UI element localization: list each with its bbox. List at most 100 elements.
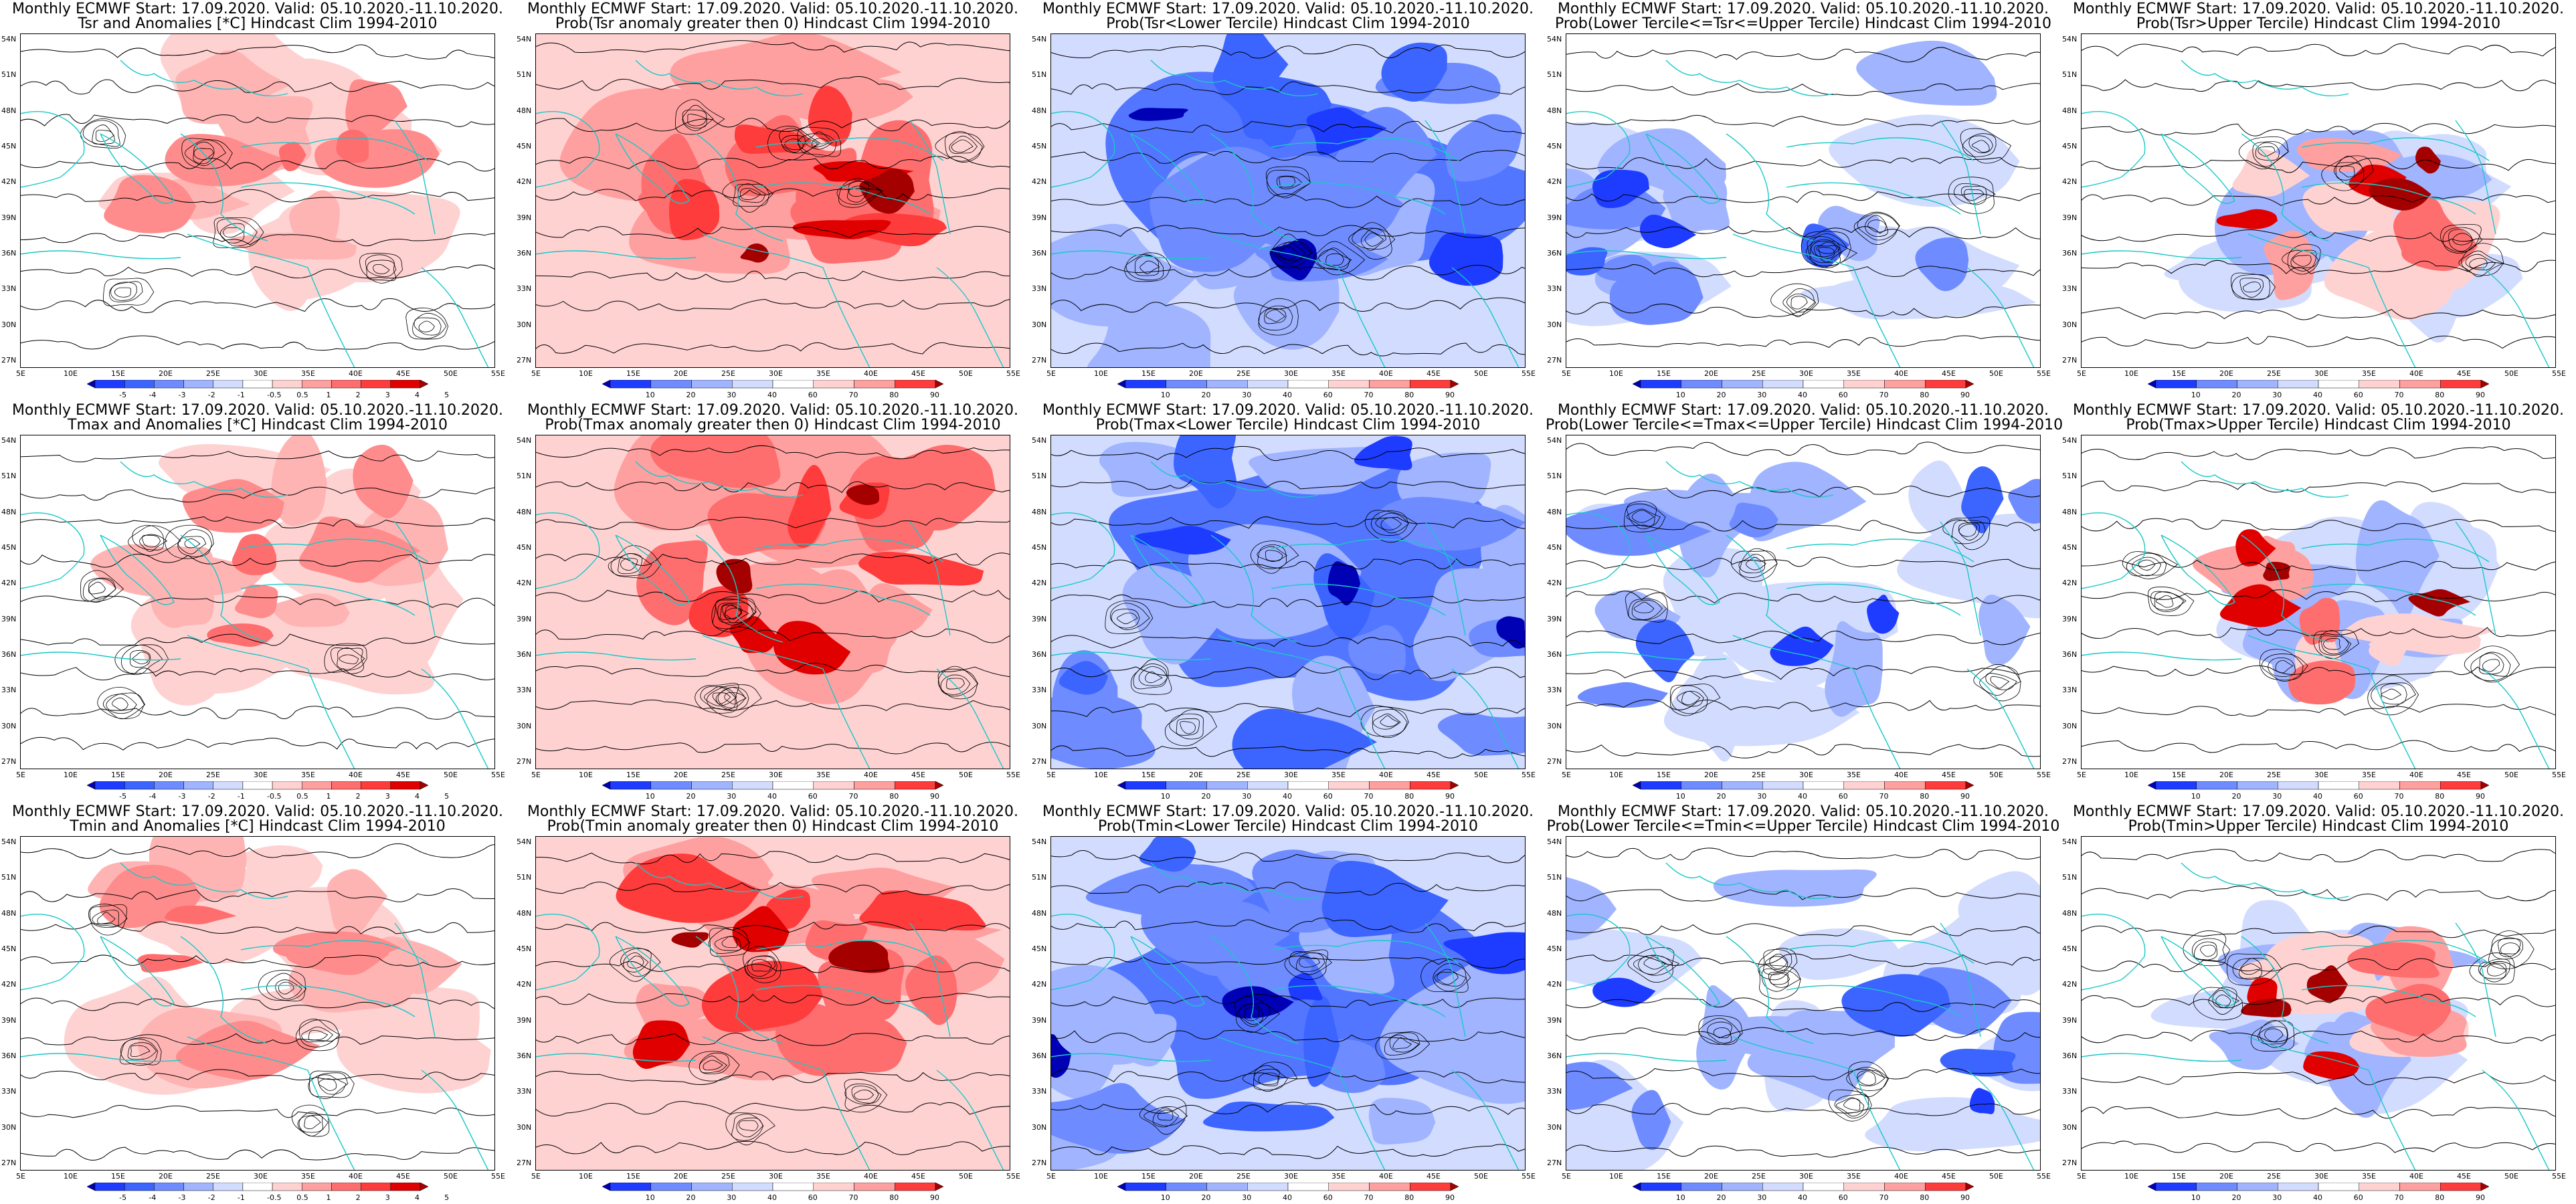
colorbar-segment — [854, 380, 895, 389]
colorbar-segment — [2440, 1183, 2482, 1191]
colorbar-label: 80 — [1920, 792, 1930, 801]
lon-label: 45E — [1427, 771, 1441, 779]
shaded-area — [1713, 869, 1877, 907]
colorbar-label: 2 — [355, 391, 361, 399]
shaded-area — [1288, 973, 1323, 1001]
colorbar-label: 80 — [1920, 1193, 1930, 1202]
lon-label: 15E — [1141, 1172, 1156, 1181]
lon-label: 55E — [1006, 369, 1020, 378]
lon-label: 50E — [2504, 771, 2518, 779]
lat-label: 30N — [2062, 721, 2078, 730]
lat-label: 42N — [1032, 579, 1047, 588]
lon-label: 55E — [491, 771, 505, 779]
colorbar-segment — [1206, 781, 1248, 790]
lon-label: 50E — [959, 369, 973, 378]
lon-label: 15E — [1141, 771, 1156, 779]
colorbar-label: 5 — [444, 792, 450, 801]
lon-label: 55E — [491, 1172, 505, 1181]
colorbar-segment — [2318, 1183, 2359, 1191]
colorbar-segment — [242, 1183, 273, 1191]
colorbar-label: 90 — [930, 792, 939, 801]
colorbar-label: 40 — [1798, 792, 1807, 801]
lon-label: 50E — [2504, 1172, 2518, 1181]
map-canvas — [1566, 836, 2041, 1171]
map-canvas — [535, 836, 1010, 1171]
lat-label: 45N — [1547, 543, 1562, 552]
colorbar-segment — [94, 781, 125, 790]
lon-label: 40E — [1379, 771, 1393, 779]
colorbar-segment — [331, 781, 361, 790]
lat-label: 51N — [1032, 70, 1047, 80]
colorbar-segment — [302, 380, 332, 389]
map-canvas — [2081, 836, 2556, 1171]
colorbar-segment — [1925, 380, 1966, 389]
colorbar-segment — [2155, 781, 2197, 790]
colorbar-label: 30 — [2272, 792, 2282, 801]
lon-label: 5E — [531, 369, 541, 378]
lat-label: 33N — [517, 686, 532, 695]
panel-header: Monthly ECMWF Start: 17.09.2020. Valid: … — [1042, 1, 1534, 17]
colorbar-segment — [1843, 1183, 1885, 1191]
shaded-area — [2365, 983, 2452, 1037]
panel-title: Prob(Tmin anomaly greater then 0) Hindca… — [547, 818, 999, 835]
map-frame — [2081, 836, 2556, 1171]
shaded-area — [2241, 998, 2292, 1017]
shaded-area — [2264, 230, 2316, 300]
colorbar-end — [935, 781, 943, 790]
lon-label: 30E — [769, 1172, 783, 1181]
shaded-area — [165, 134, 287, 187]
map-frame — [20, 33, 495, 368]
colorbar-label: 90 — [1960, 792, 1970, 801]
shaded-area — [1680, 652, 1756, 762]
shaded-area — [1222, 986, 1294, 1019]
lon-label: 20E — [159, 369, 173, 378]
lon-label: 30E — [2314, 369, 2328, 378]
shaded-area — [1639, 214, 1697, 249]
lon-label: 10E — [579, 771, 593, 779]
lon-label: 15E — [2172, 369, 2186, 378]
colorbar-segment — [1287, 1183, 1329, 1191]
lon-label: 25E — [2267, 1172, 2281, 1181]
lon-label: 25E — [721, 771, 735, 779]
lon-label: 15E — [626, 771, 640, 779]
lon-label: 5E — [16, 771, 25, 779]
shaded-area — [1677, 474, 1751, 578]
colorbar-end — [2148, 380, 2156, 389]
lat-label: 51N — [1, 472, 17, 481]
coastlines — [1566, 862, 2035, 1171]
colorbar-segment — [1369, 1183, 1410, 1191]
lat-label: 48N — [1547, 106, 1562, 115]
contour-lines — [535, 851, 1010, 1155]
colorbar-segment — [610, 380, 651, 389]
lon-label: 5E — [2077, 771, 2086, 779]
map-panel: Monthly ECMWF Start: 17.09.2020. Valid: … — [515, 0, 1030, 401]
colorbar-segment — [1762, 380, 1804, 389]
shaded-area — [858, 551, 984, 586]
lat-label: 27N — [1, 356, 17, 365]
lon-label: 30E — [769, 369, 783, 378]
lon-label: 20E — [1704, 1172, 1718, 1181]
lat-label: 33N — [1032, 284, 1047, 294]
lat-label: 27N — [517, 1159, 532, 1167]
shaded-area — [1778, 928, 1903, 981]
lon-label: 25E — [206, 771, 220, 779]
colorbar-segment — [242, 781, 273, 790]
lat-label: 54N — [1547, 436, 1562, 445]
lon-label: 10E — [1609, 771, 1623, 779]
lat-label: 27N — [517, 757, 532, 766]
panel-header: Monthly ECMWF Start: 17.09.2020. Valid: … — [2072, 803, 2565, 820]
colorbar-segment — [691, 1183, 733, 1191]
lon-label: 50E — [444, 369, 458, 378]
map-canvas — [1050, 836, 1526, 1171]
shaded-area — [1380, 948, 1526, 1104]
panel-title: Prob(Lower Tercile<=Tmax<=Upper Tercile)… — [1546, 417, 2063, 433]
colorbar-segment — [2278, 1183, 2319, 1191]
lat-label: 42N — [517, 579, 532, 588]
shaded-area — [165, 905, 237, 924]
lon-label: 40E — [2409, 1172, 2423, 1181]
colorbar-label: 70 — [848, 391, 858, 399]
map-canvas — [20, 836, 495, 1171]
colorbar-segment — [1884, 1183, 1926, 1191]
lat-label: 42N — [1032, 980, 1047, 989]
colorbar-segment — [1125, 1183, 1166, 1191]
